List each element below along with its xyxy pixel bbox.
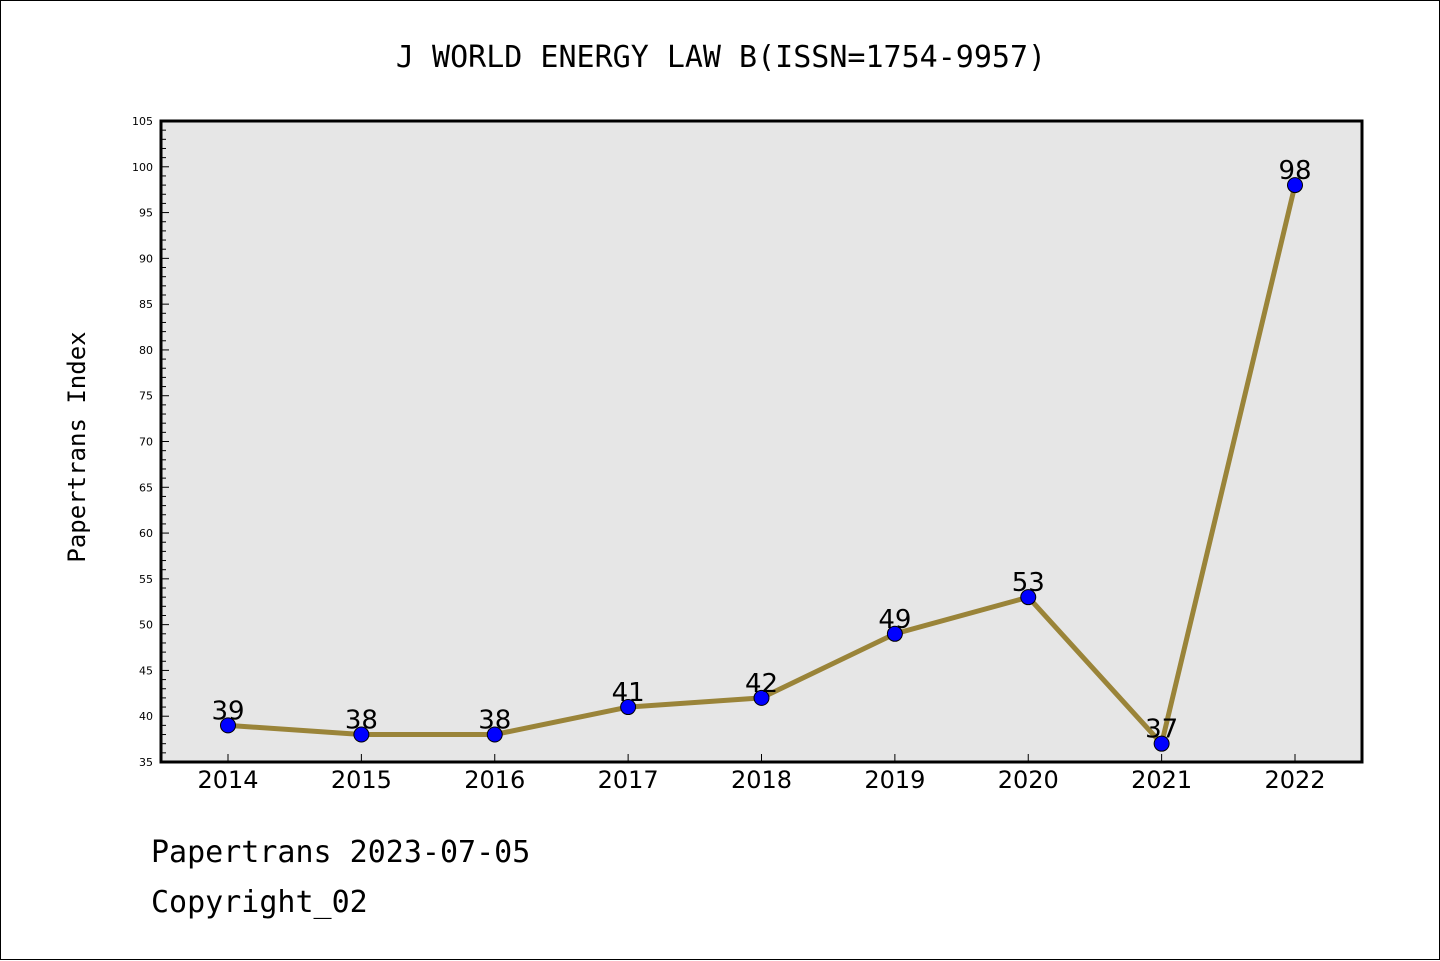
x-tick-label: 2017	[598, 766, 659, 794]
y-tick-label: 40	[139, 710, 153, 723]
data-label: 39	[211, 696, 244, 726]
x-tick-label: 2019	[864, 766, 925, 794]
y-axis: 35 40 45 50 55 60 65 70 75 80 85 90 95 100 105	[132, 115, 169, 769]
y-tick-label: 65	[139, 481, 153, 494]
data-point	[353, 726, 370, 743]
data-label: 98	[1278, 156, 1311, 186]
data-label: 49	[878, 605, 911, 635]
x-tick-label: 2022	[1264, 766, 1325, 794]
plot-area	[161, 121, 1362, 762]
data-label: 41	[612, 678, 645, 708]
x-tick-label: 2020	[998, 766, 1059, 794]
data-point	[1153, 735, 1170, 752]
y-tick-label: 45	[139, 664, 153, 677]
data-point	[1287, 177, 1303, 194]
y-tick-label: 85	[139, 298, 153, 311]
y-tick-label: 105	[132, 115, 153, 128]
y-axis-label: Papertrans Index	[63, 331, 91, 562]
y-tick-label: 35	[139, 756, 153, 769]
y-tick-label: 90	[139, 252, 153, 265]
data-point	[1020, 589, 1037, 606]
x-tick-label: 2015	[331, 766, 392, 794]
y-tick-label: 75	[139, 390, 153, 403]
data-point	[220, 717, 236, 734]
data-point	[886, 625, 903, 642]
data-label: 53	[1012, 568, 1045, 598]
x-tick-label: 2018	[731, 766, 792, 794]
x-tick-label: 2016	[464, 766, 525, 794]
y-tick-label: 50	[139, 619, 153, 632]
data-point	[486, 726, 503, 743]
data-label: 38	[478, 706, 511, 736]
footer-copyright-text: Copyright_02	[151, 885, 368, 920]
y-tick-label: 100	[132, 161, 153, 174]
y-tick-label: 70	[139, 436, 153, 449]
data-point	[753, 689, 770, 706]
data-label: 42	[745, 669, 778, 699]
y-tick-label: 60	[139, 527, 153, 540]
y-tick-label: 80	[139, 344, 153, 357]
plot-border	[159, 119, 1364, 764]
x-tick-label: 2021	[1131, 766, 1192, 794]
y-tick-label: 95	[139, 207, 153, 220]
footer-date-text: Papertrans 2023-07-05	[151, 835, 531, 870]
data-label: 38	[345, 706, 378, 736]
x-axis: 2014 2015 2016 2017 2018 2019 2020 2021 2022	[197, 754, 1326, 794]
series-layer: 39 38 38 41 42 49 53 37 98	[211, 156, 1312, 752]
data-label: 37	[1145, 715, 1178, 745]
x-tick-label: 2014	[197, 766, 258, 794]
chart-title: J WORLD ENERGY LAW B(ISSN=1754-9957)	[396, 40, 1046, 75]
data-point	[620, 699, 637, 716]
y-tick-label: 55	[139, 573, 153, 586]
